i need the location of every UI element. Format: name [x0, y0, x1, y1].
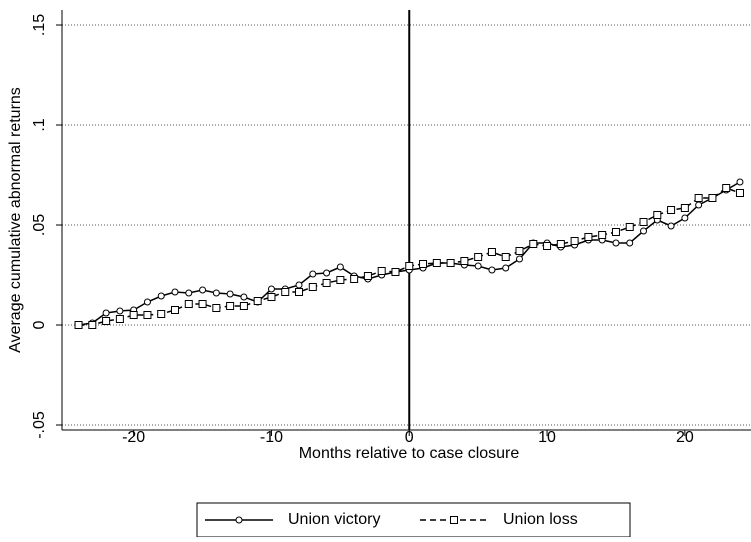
marker: [680, 204, 689, 212]
marker: [336, 263, 344, 271]
x-tick-label: 20: [676, 429, 694, 446]
marker: [239, 302, 248, 310]
marker: [501, 253, 510, 261]
marker: [157, 292, 165, 300]
marker: [212, 304, 221, 312]
marker: [487, 248, 496, 256]
marker: [639, 218, 648, 226]
marker: [640, 227, 648, 235]
marker: [598, 231, 607, 239]
marker: [171, 288, 179, 296]
marker: [226, 290, 234, 298]
marker: [653, 211, 662, 219]
legend-label: Union loss: [503, 511, 578, 528]
marker: [253, 297, 262, 305]
y-axis-title: Average cumulative abnormal returns: [7, 87, 24, 353]
marker: [584, 233, 593, 241]
marker: [74, 321, 83, 329]
marker: [529, 240, 538, 248]
x-tick-label: 10: [538, 429, 556, 446]
marker: [419, 260, 428, 268]
marker: [667, 222, 675, 230]
marker: [460, 257, 469, 265]
marker: [363, 272, 372, 280]
marker: [295, 281, 303, 289]
x-tick-label: -20: [122, 429, 145, 446]
marker: [570, 237, 579, 245]
marker: [722, 184, 731, 192]
x-axis-title: Months relative to case closure: [299, 445, 520, 462]
marker: [129, 311, 138, 319]
marker: [185, 289, 193, 297]
marker: [736, 178, 744, 186]
marker: [626, 239, 634, 247]
x-tick-label: -10: [260, 429, 283, 446]
marker: [695, 201, 703, 209]
marker: [170, 306, 179, 314]
marker: [143, 311, 152, 319]
marker: [488, 266, 496, 274]
marker: [515, 255, 523, 263]
marker: [625, 223, 634, 231]
marker: [735, 189, 744, 197]
y-tick-label: .1: [31, 118, 48, 131]
marker: [308, 283, 317, 291]
marker: [88, 321, 97, 329]
marker: [681, 214, 689, 222]
marker: [115, 315, 124, 323]
marker: [708, 194, 717, 202]
marker: [391, 268, 400, 276]
marker: [199, 286, 207, 294]
marker: [267, 285, 275, 293]
marker: [323, 269, 331, 277]
marker: [377, 267, 386, 275]
marker: [405, 262, 414, 270]
marker: [281, 288, 290, 296]
marker: [543, 242, 552, 250]
marker: [432, 259, 441, 267]
marker: [350, 275, 359, 283]
marker: [267, 293, 276, 301]
legend-marker: [235, 516, 243, 524]
marker: [474, 262, 482, 270]
y-tick-label: .05: [31, 214, 48, 236]
marker: [212, 289, 220, 297]
marker: [240, 293, 248, 301]
y-tick-label: .15: [31, 14, 48, 36]
marker: [336, 276, 345, 284]
marker: [515, 247, 524, 255]
marker: [102, 309, 110, 317]
marker: [116, 307, 124, 315]
marker: [102, 317, 111, 325]
marker: [295, 288, 304, 296]
y-tick-label: 0: [31, 320, 48, 329]
marker: [184, 300, 193, 308]
marker: [556, 240, 565, 248]
marker: [474, 253, 483, 261]
marker: [667, 206, 676, 214]
marker: [309, 270, 317, 278]
marker: [694, 194, 703, 202]
marker: [502, 264, 510, 272]
marker: [322, 279, 331, 287]
legend-label: Union victory: [288, 511, 380, 528]
marker: [198, 300, 207, 308]
marker: [157, 310, 166, 318]
marker: [611, 228, 620, 236]
marker: [143, 298, 151, 306]
marker: [446, 259, 455, 267]
x-tick-label: 0: [405, 429, 414, 446]
legend-marker: [450, 516, 458, 524]
y-tick-label: -.05: [31, 411, 48, 439]
marker: [226, 302, 235, 310]
marker: [612, 239, 620, 247]
